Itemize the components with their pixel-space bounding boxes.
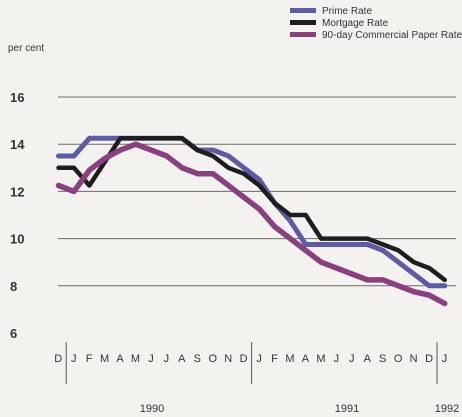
legend-swatch	[290, 20, 316, 25]
x-tick-label: J	[349, 353, 355, 365]
x-tick-label: M	[285, 353, 295, 365]
x-tick-label: M	[131, 353, 141, 365]
y-tick-label: 6	[10, 326, 17, 341]
x-tick-label: D	[240, 353, 248, 365]
series-line-prime-rate	[56, 135, 448, 289]
y-tick-label: 12	[10, 184, 24, 199]
x-tick-label: O	[394, 353, 403, 365]
x-tick-label: F	[271, 353, 278, 365]
x-tick-label: A	[116, 353, 124, 365]
x-tick-label: F	[86, 353, 93, 365]
x-tick-label: A	[364, 353, 372, 365]
x-tick-label: S	[194, 353, 202, 365]
x-tick-label: M	[100, 353, 110, 365]
x-tick-label: A	[302, 353, 310, 365]
x-tick-label: J	[164, 353, 170, 365]
gridlines	[58, 96, 456, 287]
x-tick-label: N	[224, 353, 232, 365]
x-tick-label: A	[178, 353, 186, 365]
y-tick-label: 8	[10, 279, 17, 294]
x-tick-label: M	[316, 353, 326, 365]
x-tick-label: D	[54, 353, 62, 365]
x-tick-label: D	[425, 353, 433, 365]
y-axis-unit-label: per cent	[8, 43, 44, 54]
legend-entry: Prime Rate	[322, 6, 372, 17]
x-tick-label: S	[379, 353, 387, 365]
x-tick-label: J	[442, 353, 448, 365]
x-tick-label: J	[148, 353, 154, 365]
y-tick-label: 10	[10, 232, 24, 247]
series-lines	[55, 135, 448, 307]
year-label-1991: 1991	[335, 403, 359, 415]
legend-entry: 90-day Commercial Paper Rate	[322, 30, 462, 41]
x-tick-label: O	[208, 353, 217, 365]
x-tick-label: J	[256, 353, 262, 365]
legend-entry: Mortgage Rate	[322, 18, 389, 29]
x-tick-label: J	[71, 353, 77, 365]
x-tick-label: J	[334, 353, 340, 365]
y-tick-labels: 6 8 10 12 14 16	[10, 90, 25, 341]
y-tick-label: 16	[10, 90, 24, 105]
y-tick-label: 14	[10, 137, 25, 152]
series-line-90-day-commercial-paper-rate	[55, 141, 448, 307]
x-tick-label: N	[410, 353, 418, 365]
year-label-1990: 1990	[140, 403, 164, 415]
legend-swatch	[290, 32, 316, 37]
year-label-1992: 1992	[435, 403, 459, 415]
series-line-mortgage-rate	[56, 136, 447, 283]
legend-swatch	[290, 8, 316, 13]
